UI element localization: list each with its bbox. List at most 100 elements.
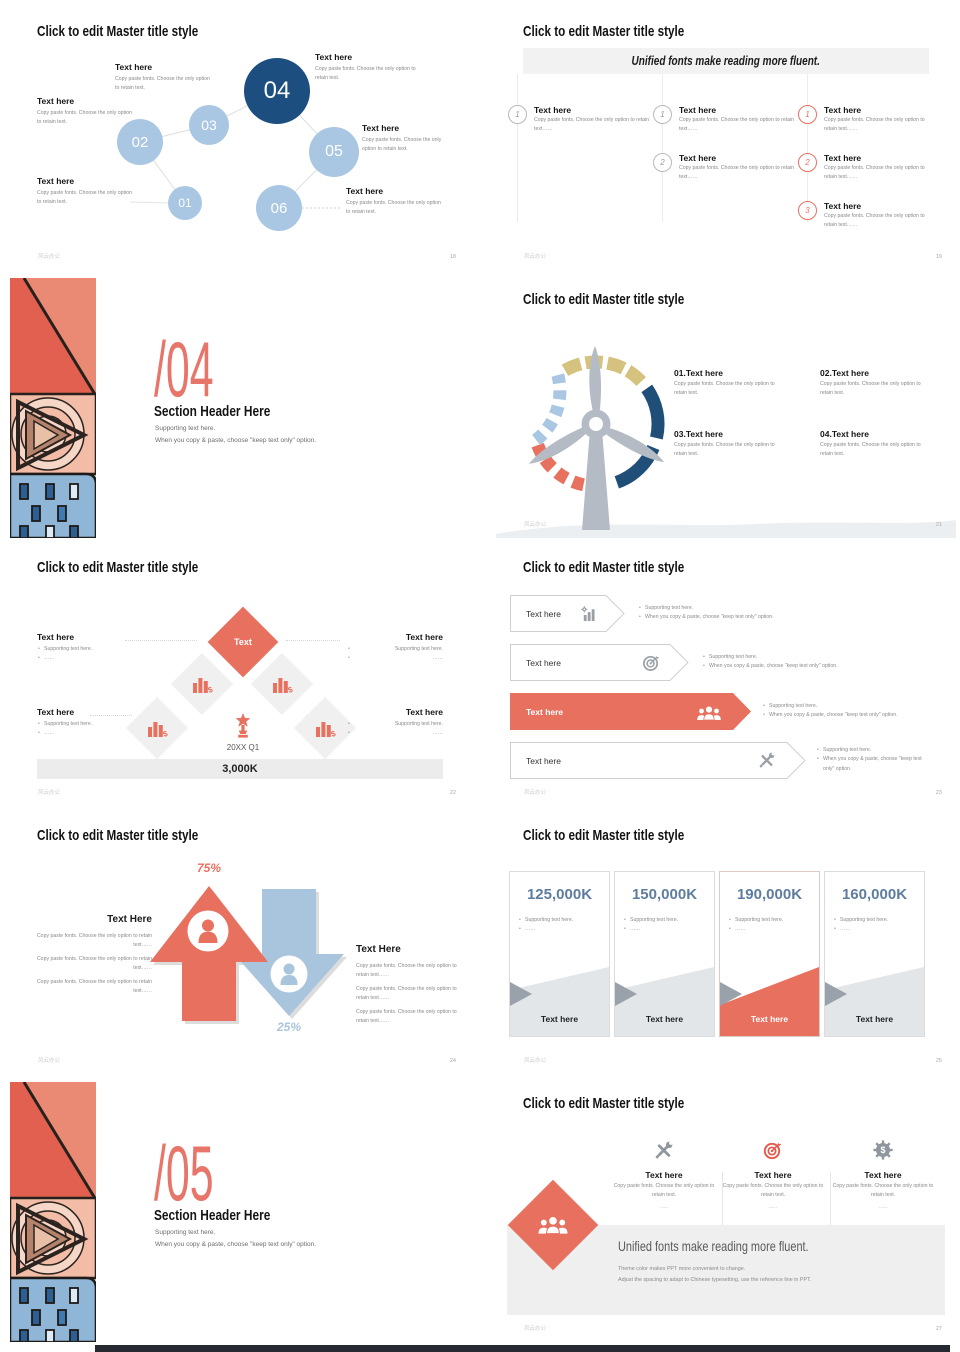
card-value: 150,000K bbox=[631, 886, 698, 903]
svg-text:$: $ bbox=[162, 729, 169, 739]
svg-text:$: $ bbox=[880, 1145, 885, 1155]
slide-title: Click to edit Master title style bbox=[523, 23, 685, 40]
corner-block-bottom-left: Text here Supporting text here. …… bbox=[37, 707, 133, 739]
card-value: 125,000K bbox=[526, 886, 593, 903]
block-heading: Text Here bbox=[356, 944, 401, 955]
slide-20-section-header[interactable]: /04 Section Header Here Supporting text … bbox=[10, 278, 470, 538]
slide-26-section-header[interactable]: /05 Section Header Here Supporting text … bbox=[10, 1082, 470, 1342]
corner-block-top-right: Text here Supporting text here. …… bbox=[347, 632, 443, 664]
process-circle-06: 06 bbox=[256, 185, 302, 231]
bullet: Supporting text here. bbox=[702, 653, 902, 663]
item-number-circle: 2 bbox=[653, 153, 672, 172]
leader-line bbox=[90, 715, 132, 716]
card-footer-label: Text here bbox=[540, 1014, 579, 1024]
text-block-03: Text here Copy paste fonts. Choose the o… bbox=[115, 62, 211, 92]
slide-24-updown-comparison[interactable]: Click to edit Master title style 75% 25%… bbox=[10, 814, 470, 1074]
card-wedge-graphic bbox=[720, 967, 819, 1036]
diamond-label: Text bbox=[234, 637, 252, 647]
block-body: Copy paste fonts. Choose the only option… bbox=[37, 190, 132, 205]
text-block-01: Text here Copy paste fonts. Choose the o… bbox=[37, 176, 133, 206]
bar-chart-dollar-icon: $ bbox=[313, 717, 337, 739]
process-circle-03: 03 bbox=[189, 105, 229, 145]
circle-number: 06 bbox=[270, 199, 288, 217]
tools-icon bbox=[654, 1140, 674, 1165]
item-body: Copy paste fonts. Choose the only option… bbox=[679, 117, 795, 132]
slide-25-value-cards[interactable]: Click to edit Master title style 125,000… bbox=[496, 814, 956, 1074]
slide-19-numbered-list[interactable]: Click to edit Master title style Unified… bbox=[496, 10, 956, 270]
card-wedge-graphic bbox=[825, 967, 924, 1036]
section-supporting-line: Supporting text here. bbox=[155, 1229, 216, 1236]
process-circle-05: 05 bbox=[309, 127, 359, 177]
card-footer-label: Text here bbox=[750, 1014, 789, 1024]
slide-23-arrow-list[interactable]: Click to edit Master title style Text he… bbox=[496, 546, 956, 806]
page-number: 23 bbox=[935, 790, 942, 796]
card-footer-label: Text here bbox=[855, 1014, 894, 1024]
banner: Unified fonts make reading more fluent. bbox=[523, 48, 929, 74]
arrow-label: Text here bbox=[526, 609, 561, 619]
slide-27-summary[interactable]: Click to edit Master title style $ Text … bbox=[496, 1082, 956, 1342]
block-bullet: Supporting text here. bbox=[37, 720, 133, 730]
panel-title: Unified fonts make reading more fluent. bbox=[618, 1238, 809, 1254]
bar-chart-dollar-icon: $ bbox=[270, 673, 294, 695]
bar-chart-gear-icon bbox=[580, 605, 597, 627]
section-header: Section Header Here bbox=[154, 1208, 271, 1224]
column-dots: ...... bbox=[659, 1204, 669, 1210]
corner-block-bottom-right: Text here Supporting text here. …… bbox=[347, 707, 443, 739]
column-divider bbox=[830, 1172, 831, 1226]
circle-number: 04 bbox=[263, 77, 291, 104]
column-heading: Text here bbox=[645, 1170, 683, 1180]
bullet: …… bbox=[728, 925, 816, 935]
slide-21-windmill-diagram[interactable]: Click to edit Master title style 01.Text… bbox=[496, 278, 956, 538]
svg-text:$: $ bbox=[207, 685, 214, 695]
quarter-label: 20XX Q1 bbox=[226, 743, 260, 752]
value-card: 160,000K Supporting text here. …… Text h… bbox=[824, 871, 925, 1037]
block-body: Copy paste fonts. Choose the only option… bbox=[362, 137, 442, 152]
block-heading: Text here bbox=[362, 123, 400, 133]
circle-number: 01 bbox=[178, 196, 192, 210]
item-number: 2 bbox=[805, 158, 810, 167]
svg-text:$: $ bbox=[330, 729, 337, 739]
item-number: 1 bbox=[660, 110, 665, 119]
block-heading: Text here bbox=[405, 632, 443, 642]
slide-22-diamond-diagram[interactable]: Click to edit Master title style Text $ … bbox=[10, 546, 470, 806]
brand-watermark: 风云办公 bbox=[524, 790, 547, 796]
bullet: Supporting text here. bbox=[638, 604, 838, 614]
bullet: When you copy & paste, choose "keep text… bbox=[762, 711, 932, 721]
leader-line bbox=[125, 640, 197, 641]
right-text-block: Text Here Copy paste fonts. Choose the o… bbox=[356, 944, 464, 1025]
hill-graphic bbox=[496, 520, 956, 538]
circle-number: 02 bbox=[131, 133, 149, 151]
bullet: …… bbox=[518, 925, 606, 935]
arrow-bullets-1: Supporting text here. When you copy & pa… bbox=[638, 604, 838, 623]
next-row-slide-edge bbox=[95, 1345, 950, 1352]
card-wedge-graphic bbox=[510, 967, 609, 1036]
block-bullet: Supporting text here. bbox=[37, 645, 133, 655]
slide-title: Click to edit Master title style bbox=[523, 559, 685, 576]
card-bullets: Supporting text here. …… bbox=[623, 916, 711, 935]
bar-chart-dollar-icon: $ bbox=[145, 717, 169, 739]
diamond-kpi: $ bbox=[250, 652, 314, 716]
slide-18-circle-process[interactable]: Click to edit Master title style 01 02 0… bbox=[10, 10, 470, 270]
brand-watermark: 风云办公 bbox=[524, 1326, 547, 1332]
item-body: Copy paste fonts. Choose the only option… bbox=[534, 117, 650, 132]
arrow-bullets-4: Supporting text here. When you copy & pa… bbox=[816, 746, 928, 774]
card-value: 160,000K bbox=[841, 886, 908, 903]
block-heading: Text Here bbox=[107, 914, 152, 925]
windmill-item-heading: 01.Text here bbox=[674, 368, 723, 378]
item-number: 1 bbox=[805, 110, 810, 119]
card-wedge-graphic bbox=[615, 967, 714, 1036]
banner-text: Unified fonts make reading more fluent. bbox=[631, 54, 821, 68]
item-number-circle: 3 bbox=[798, 201, 817, 220]
bullet: …… bbox=[623, 925, 711, 935]
text-block-04: Text here Copy paste fonts. Choose the o… bbox=[315, 52, 421, 82]
block-heading: Text here bbox=[405, 707, 443, 717]
item-heading: Text here bbox=[824, 105, 862, 115]
wind-turbine-graphic bbox=[528, 346, 665, 530]
item-number: 1 bbox=[515, 110, 520, 119]
column-body: Copy paste fonts. Choose the only option… bbox=[722, 1183, 824, 1198]
brand-watermark: 风云办公 bbox=[38, 790, 61, 796]
block-heading: Text here bbox=[315, 52, 353, 62]
block-bullet: Supporting text here. bbox=[347, 720, 443, 730]
arrow-banner-1 bbox=[510, 595, 625, 632]
block-bullet: …… bbox=[37, 729, 133, 739]
